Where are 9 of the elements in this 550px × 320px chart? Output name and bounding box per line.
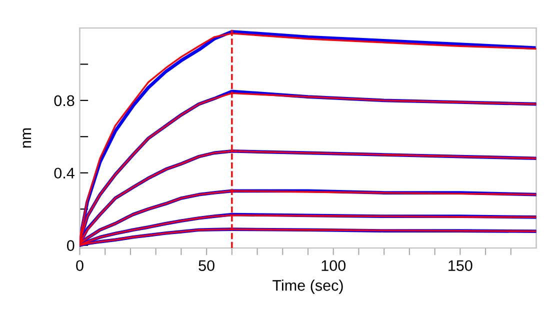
x-tick-label: 50 [198,260,214,272]
x-axis-title: Time (sec) [272,280,343,294]
y-tick-label: 0.8 [54,95,74,106]
x-tick-label: 150 [448,260,472,272]
y-tick-label: 0 [66,240,74,251]
x-tick-label: 0 [76,260,84,272]
x-tick-label: 100 [322,260,346,272]
y-tick-label: 0.4 [54,168,74,179]
y-axis-title: nm [22,128,32,148]
